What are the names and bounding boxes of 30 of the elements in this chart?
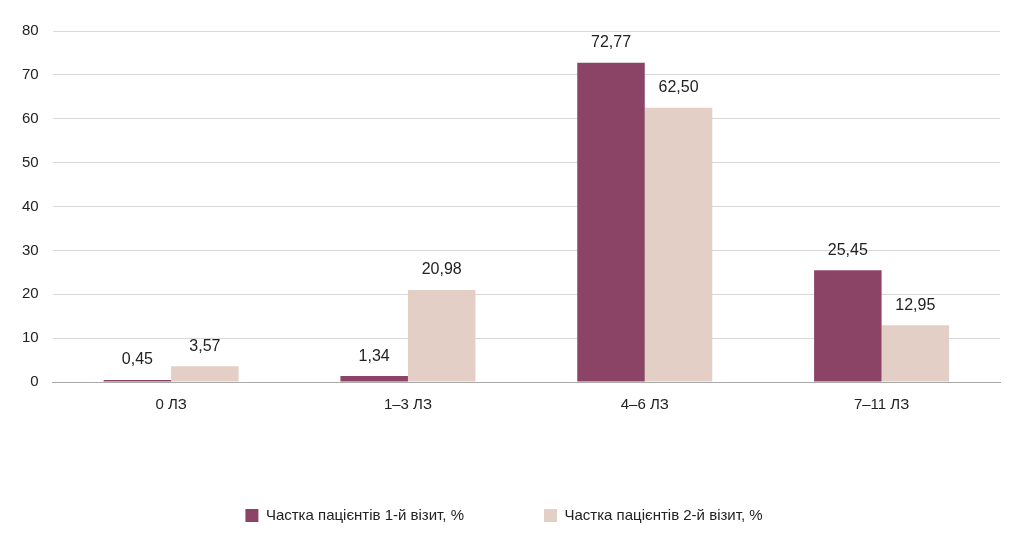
bar: [340, 376, 408, 382]
data-label: 1,34: [358, 346, 390, 364]
data-label: 62,50: [658, 78, 699, 96]
x-tick-label: 0 ЛЗ: [155, 395, 187, 413]
x-tick-label: 4–6 ЛЗ: [620, 395, 669, 413]
legend-label: Частка пацієнтів 2-й візит, %: [564, 505, 763, 523]
y-tick-label: 30: [22, 240, 39, 258]
y-tick-label: 80: [22, 21, 39, 39]
legend-label: Частка пацієнтів 1-й візит, %: [265, 505, 465, 523]
data-label: 25,45: [827, 240, 868, 258]
bar: [881, 325, 950, 382]
bar: [577, 62, 645, 382]
data-label: 20,98: [421, 260, 462, 278]
y-tick-label: 40: [22, 196, 39, 214]
y-tick-label: 70: [22, 65, 39, 83]
data-label: 0,45: [121, 350, 154, 368]
y-tick-label: 50: [22, 152, 39, 170]
bar: [814, 270, 882, 382]
bar: [407, 289, 476, 382]
data-label: 12,95: [895, 295, 936, 313]
y-tick-label: 20: [22, 284, 39, 302]
x-tick-label: 1–3 ЛЗ: [383, 395, 432, 413]
data-label: 3,57: [189, 336, 221, 354]
bar: [171, 366, 239, 382]
x-tick-label: 7–11 ЛЗ: [853, 395, 910, 413]
y-tick-label: 60: [22, 108, 39, 126]
y-tick-label: 10: [22, 328, 39, 346]
data-label: 72,77: [590, 33, 632, 51]
y-tick-label: 0: [30, 372, 39, 390]
bar: [644, 107, 713, 382]
